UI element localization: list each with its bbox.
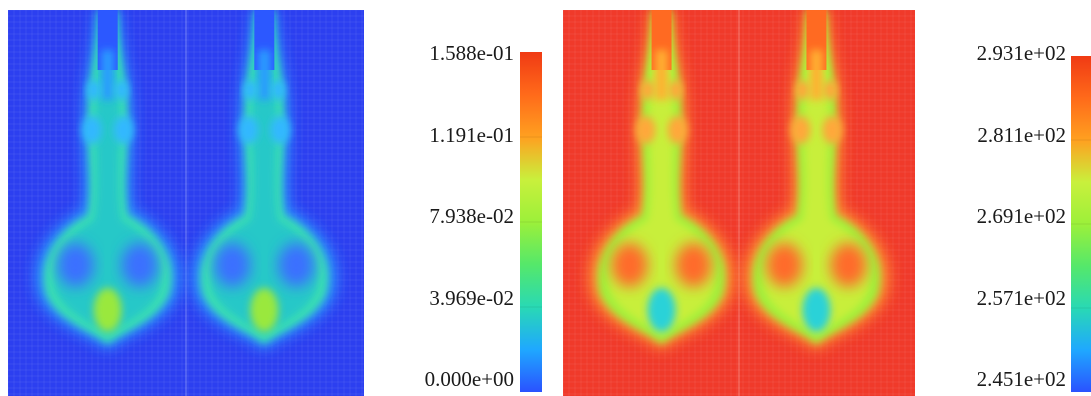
inlet-jet-core (655, 50, 668, 100)
colorbar-2-tick-label: 2.811e+02 (977, 122, 1066, 147)
vortex-pocket (113, 116, 134, 144)
plume-tip (93, 288, 122, 332)
vortex-pocket (795, 80, 810, 100)
colorbar-2-tick-label: 2.451e+02 (976, 367, 1066, 391)
colorbar-1-svg (520, 52, 542, 392)
vortex-pocket (114, 80, 129, 100)
vortex-lobe (214, 243, 251, 287)
inlet-jet-core (258, 50, 271, 100)
vortex-pocket (271, 80, 286, 100)
colorbar-1-tick-label: 3.969e-02 (429, 285, 514, 310)
field-background (8, 10, 364, 396)
colorbar-1-tick-label: 7.938e-02 (429, 204, 514, 229)
vortex-pocket (822, 116, 843, 144)
contour-plot-1-svg (8, 10, 364, 396)
colorbar-1-tick-label: 1.588e-01 (429, 41, 514, 65)
plume-tip (250, 288, 279, 332)
vortex-lobe (57, 243, 94, 287)
vortex-pocket (790, 116, 811, 144)
vortex-pocket (667, 116, 688, 144)
vortex-pocket (635, 116, 656, 144)
inlet-jet-core (101, 50, 114, 100)
vortex-pocket (823, 80, 838, 100)
colorbar-gradient (1071, 56, 1091, 392)
colorbar-1 (520, 52, 542, 392)
vortex-lobe (766, 243, 803, 287)
colorbar-2-tick-label: 2.691e+02 (976, 204, 1066, 228)
vortex-pocket (238, 116, 259, 144)
vortex-lobe (121, 243, 158, 287)
colorbar-gradient (520, 52, 542, 392)
vortex-lobe (278, 243, 315, 287)
field-background (563, 10, 915, 396)
vortex-lobe (611, 243, 648, 287)
plume (743, 10, 890, 350)
contour-plot-2 (563, 10, 915, 396)
colorbar-2 (1071, 56, 1091, 392)
vortex-pocket (81, 116, 102, 144)
plume (588, 10, 735, 350)
vortex-pocket (640, 80, 655, 100)
vortex-lobe (675, 243, 712, 287)
vortex-pocket (668, 80, 683, 100)
colorbar-1-tick-label: 1.191e-01 (429, 122, 514, 147)
plume-tip (647, 288, 676, 332)
vortex-pocket (86, 80, 101, 100)
plume (191, 10, 337, 350)
colorbar-2-tick-label: 2.571e+02 (976, 285, 1066, 310)
colorbar-2-tick-label: 2.931e+02 (976, 41, 1066, 65)
plume (35, 10, 181, 350)
vortex-lobe (830, 243, 867, 287)
colorbar-1-tick-label: 0.000e+00 (424, 367, 514, 391)
vortex-pocket (270, 116, 291, 144)
vortex-pocket (243, 80, 258, 100)
inlet-jet-core (810, 50, 823, 100)
contour-plot-2-svg (563, 10, 915, 396)
plume-tip (802, 288, 831, 332)
colorbar-2-svg (1071, 56, 1091, 392)
contour-plot-1 (8, 10, 364, 396)
